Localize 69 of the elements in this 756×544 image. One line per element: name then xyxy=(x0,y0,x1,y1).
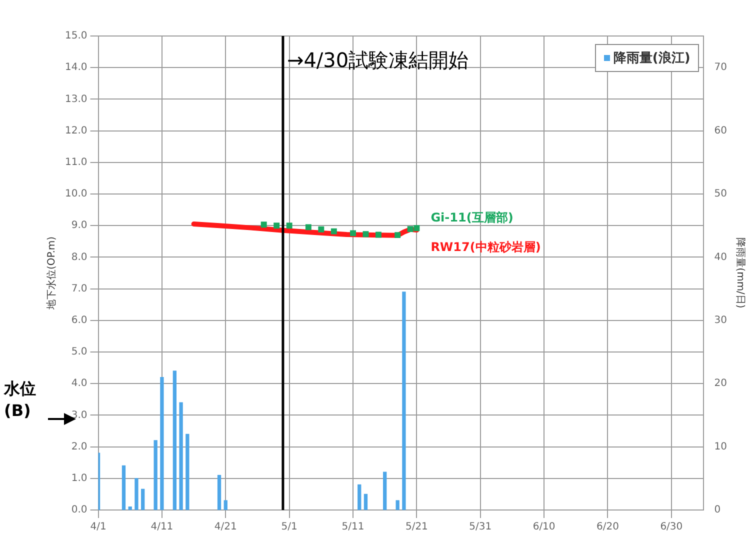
y2-tick-label: 70 xyxy=(714,62,728,74)
y-tick-label: 4.0 xyxy=(71,378,88,390)
y-tick-label: 2.0 xyxy=(71,441,88,452)
point xyxy=(274,222,280,229)
bar xyxy=(396,500,400,510)
bar xyxy=(402,292,406,510)
series-label: Gi-11(互層部) xyxy=(430,210,514,224)
y-tick-label: 5.0 xyxy=(71,346,88,358)
y2-tick-label: 20 xyxy=(714,378,728,390)
y-tick-label: 6.0 xyxy=(71,314,88,326)
point xyxy=(407,226,414,232)
bar xyxy=(186,434,190,510)
point xyxy=(330,228,337,234)
point xyxy=(394,232,401,238)
y-tick-label: 13.0 xyxy=(65,94,88,105)
point xyxy=(414,225,420,232)
y-axis-title: 地下水位(OP.m) xyxy=(46,236,58,311)
y2-tick-label: 0 xyxy=(714,504,721,516)
bar xyxy=(179,402,183,510)
point xyxy=(305,224,312,230)
y2-axis-title: 降雨量(mm/日) xyxy=(734,238,746,308)
y2-tick-label: 30 xyxy=(714,314,728,326)
point xyxy=(318,226,324,232)
bar xyxy=(358,484,362,510)
x-tick-label: 6/10 xyxy=(532,522,556,533)
bar xyxy=(128,506,132,510)
series-label: RW17(中粒砂岩層) xyxy=(430,240,541,254)
y2-tick-label: 50 xyxy=(714,188,728,200)
point xyxy=(286,222,292,229)
point xyxy=(350,230,356,236)
x-tick-label: 5/21 xyxy=(405,522,428,533)
y-tick-label: 11.0 xyxy=(65,156,88,168)
y-tick-label: 9.0 xyxy=(71,220,88,232)
x-tick-label: 4/1 xyxy=(90,522,106,533)
point xyxy=(376,232,382,238)
legend-label: 降雨量(浪江) xyxy=(613,51,690,66)
y-tick-label: 0.0 xyxy=(71,504,88,516)
x-tick-label: 5/1 xyxy=(281,522,298,533)
bar xyxy=(383,472,387,510)
bar xyxy=(217,474,222,510)
x-tick-label: 4/11 xyxy=(150,522,174,533)
x-tick-label: 6/20 xyxy=(596,522,619,533)
y2-tick-label: 40 xyxy=(714,252,728,263)
y-tick-label: 1.0 xyxy=(71,472,88,484)
y-tick-label: 7.0 xyxy=(71,283,88,294)
bar xyxy=(224,500,228,510)
bar xyxy=(141,488,145,510)
x-tick-label: 4/21 xyxy=(214,522,237,533)
y-tick-label: 8.0 xyxy=(71,252,88,263)
y-tick-label: 3.0 xyxy=(71,410,88,421)
y-tick-label: 15.0 xyxy=(65,30,88,42)
bar xyxy=(154,440,158,510)
x-tick-label: 6/30 xyxy=(660,522,683,533)
x-tick-label: 5/11 xyxy=(342,522,364,533)
bar xyxy=(172,370,177,510)
y2-tick-label: 60 xyxy=(714,125,728,136)
x-tick-label: 5/31 xyxy=(469,522,492,533)
bar xyxy=(122,465,126,510)
y-tick-label: 14.0 xyxy=(65,62,88,74)
text: 水位(B) xyxy=(4,378,37,422)
y-tick-label: 10.0 xyxy=(65,188,88,200)
point xyxy=(362,231,369,238)
point xyxy=(260,222,267,228)
bar xyxy=(364,494,368,510)
y2-tick-label: 10 xyxy=(714,441,728,452)
y-tick-label: 12.0 xyxy=(65,125,88,136)
bar xyxy=(134,478,138,510)
bar xyxy=(160,376,164,510)
ref-line-label: →4/30試験凍結開始 xyxy=(286,48,469,72)
